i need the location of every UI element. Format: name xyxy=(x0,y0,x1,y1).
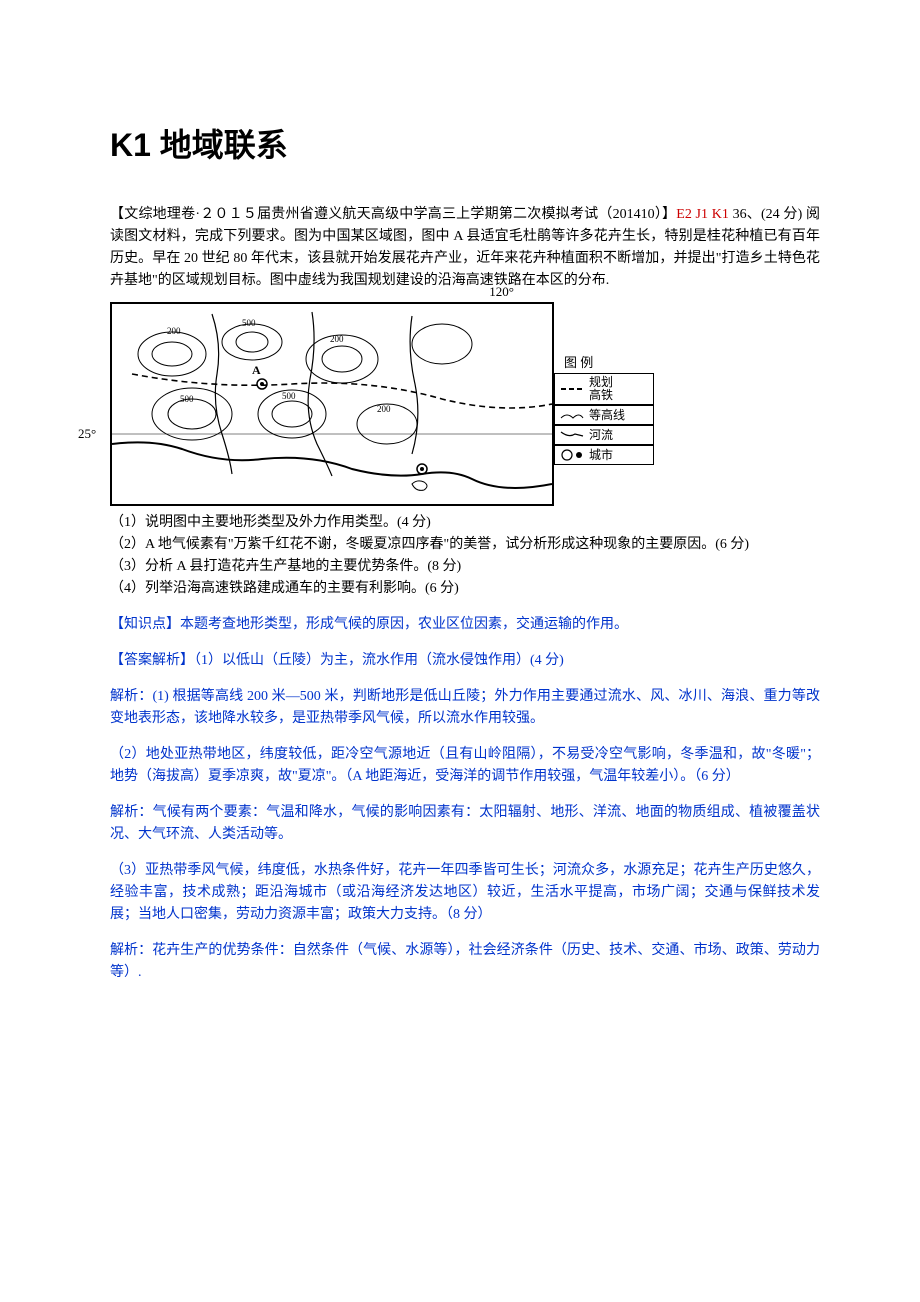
contour-icon xyxy=(559,408,585,422)
longitude-label: 120° xyxy=(489,284,514,300)
contour-label: 200 xyxy=(167,326,181,336)
legend-label: 等高线 xyxy=(589,409,625,422)
source-tag: 【文综地理卷·２０１５届贵州省遵义航天高级中学高三上学期第二次模拟考试（2014… xyxy=(110,207,676,222)
question-2: （2）A 地气候素有"万紫千红花不谢，冬暖夏凉四序春"的美誉，试分析形成这种现象… xyxy=(110,534,820,556)
legend-item-contour: 等高线 xyxy=(554,405,654,425)
knowledge-label: 【知识点】 xyxy=(110,617,180,632)
legend-title: 图 例 xyxy=(554,352,654,371)
map-svg: 200 500 200 500 500 200 A xyxy=(112,304,552,504)
contour-label: 500 xyxy=(282,391,296,401)
answer-3-explain: 解析：花卉生产的优势条件：自然条件（气候、水源等），社会经济条件（历史、技术、交… xyxy=(110,940,820,984)
answer-1-explain: 解析：(1) 根据等高线 200 米—500 米，判断地形是低山丘陵；外力作用主… xyxy=(110,686,820,730)
rail-icon xyxy=(559,382,585,396)
intro-paragraph: 【文综地理卷·２０１５届贵州省遵义航天高级中学高三上学期第二次模拟考试（2014… xyxy=(110,204,820,292)
contour-label: 500 xyxy=(180,394,194,404)
answer-2-explain: 解析：气候有两个要素：气温和降水，气候的影响因素有：太阳辐射、地形、洋流、地面的… xyxy=(110,802,820,846)
city-icon xyxy=(559,448,585,462)
legend-item-city: 城市 xyxy=(554,445,654,465)
legend-label: 规划高铁 xyxy=(589,376,613,402)
river-icon xyxy=(559,428,585,442)
question-4: （4）列举沿海高速铁路建成通车的主要有利影响。(6 分) xyxy=(110,578,820,600)
contour-label: 200 xyxy=(377,404,391,414)
answer-1: 【答案解析】（1）以低山（丘陵）为主，流水作用（流水侵蚀作用）(4 分) xyxy=(110,650,820,672)
answer-3: （3）亚热带季风气候，纬度低，水热条件好，花卉一年四季皆可生长；河流众多，水源充… xyxy=(110,860,820,926)
answer-1-text: （1）以低山（丘陵）为主，流水作用（流水侵蚀作用）(4 分) xyxy=(194,653,564,668)
contour-label: 200 xyxy=(330,334,344,344)
point-a-label: A xyxy=(252,363,261,377)
answer-label: 【答案解析】 xyxy=(110,653,194,668)
answer-2: （2）地处亚热带地区，纬度较低，距冷空气源地近（且有山岭阻隔），不易受冷空气影响… xyxy=(110,744,820,788)
question-1: （1）说明图中主要地形类型及外力作用类型。(4 分) xyxy=(110,512,820,534)
map-wrapper: 120° 25° xyxy=(110,302,554,506)
latitude-label: 25° xyxy=(78,426,96,442)
legend-item-river: 河流 xyxy=(554,425,654,445)
legend-label: 河流 xyxy=(589,429,613,442)
legend-label: 城市 xyxy=(589,449,613,462)
knowledge-text: 本题考查地形类型，形成气候的原因，农业区位因素，交通运输的作用。 xyxy=(180,617,628,632)
map-canvas: 200 500 200 500 500 200 A xyxy=(110,302,554,506)
question-3: （3）分析 A 县打造花卉生产基地的主要优势条件。(8 分) xyxy=(110,556,820,578)
section-title: K1 地域联系 xyxy=(110,120,820,166)
knowledge-block: 【知识点】本题考查地形类型，形成气候的原因，农业区位因素，交通运输的作用。 xyxy=(110,614,820,636)
legend: 图 例 规划高铁 等高线 河流 xyxy=(554,352,654,465)
legend-item-rail: 规划高铁 xyxy=(554,373,654,405)
red-code: E2 J1 K1 xyxy=(676,207,729,222)
contour-label: 500 xyxy=(242,318,256,328)
figure: 120° 25° xyxy=(110,302,820,506)
